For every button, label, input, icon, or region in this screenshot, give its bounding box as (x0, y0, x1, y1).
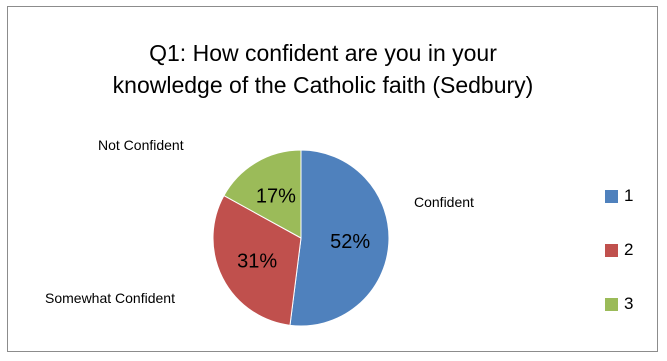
slice-category-label-3: Not Confident (98, 137, 184, 153)
legend-label-2: 2 (624, 240, 634, 259)
legend-swatch-1 (605, 189, 618, 203)
chart-frame: Q1: How confident are you in your knowle… (7, 6, 658, 352)
slice-value-label-2: 31% (237, 250, 277, 272)
pie-chart: 52% Confident 31% Somewhat Confident 17% Not … (45, 137, 474, 327)
legend-swatch-3 (605, 297, 618, 311)
legend-item-1: 1 (605, 182, 633, 210)
slice-category-label-1: Confident (414, 194, 474, 210)
pie-slice-3 (223, 149, 302, 239)
legend-label-1: 1 (624, 186, 634, 205)
legend-item-2: 2 (605, 236, 633, 264)
chart-title: Q1: How confident are you in your knowle… (8, 37, 638, 101)
slice-category-label-2: Somewhat Confident (45, 290, 175, 306)
slice-value-label-1: 52% (330, 231, 370, 253)
pie-slice-1 (289, 149, 390, 327)
slice-value-label-3: 17% (256, 186, 296, 208)
legend: 1 2 3 (605, 182, 633, 344)
legend-swatch-2 (605, 243, 618, 257)
chart-title-line-2: knowledge of the Catholic faith (Sedbury… (112, 72, 534, 98)
legend-item-3: 3 (605, 290, 633, 318)
chart-title-line-1: Q1: How confident are you in your (149, 40, 497, 66)
pie-slice-2 (212, 194, 302, 326)
legend-label-3: 3 (624, 294, 634, 313)
